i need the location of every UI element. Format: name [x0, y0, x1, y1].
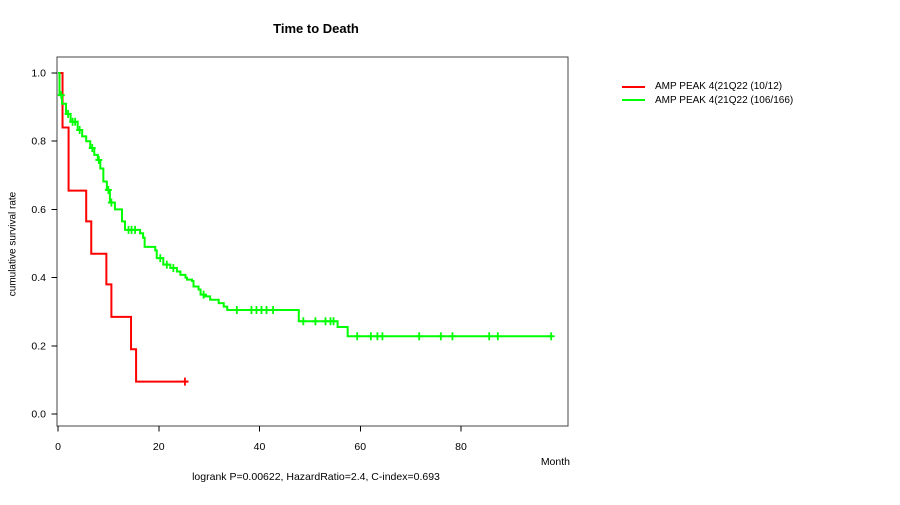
- red-survival-curve: [58, 72, 189, 383]
- y-axis-label: cumulative survival rate: [7, 191, 19, 297]
- red-line-swatch: [622, 85, 645, 88]
- chart-title: Time to Death: [273, 21, 359, 36]
- plot-box: [56, 56, 569, 427]
- y-tick-label: 0.8: [31, 136, 46, 148]
- green-survival-curve: [58, 72, 553, 338]
- x-axis-label: Month: [540, 456, 570, 468]
- legend-label-red: AMP PEAK 4(21Q22 (10/12): [655, 81, 783, 93]
- legend-label-green: AMP PEAK 4(21Q22 (106/166): [655, 94, 794, 106]
- x-tick-label: 80: [455, 441, 467, 453]
- x-tick-label: 40: [254, 441, 266, 453]
- x-tick-label: 0: [55, 441, 61, 453]
- y-tick-label: 1.0: [31, 68, 46, 80]
- x-tick-label: 60: [354, 441, 366, 453]
- y-tick-label: 0.6: [31, 204, 46, 216]
- y-tick-label: 0.4: [31, 272, 46, 284]
- legend-item-green: AMP PEAK 4(21Q22 (106/166): [622, 94, 793, 108]
- x-tick-label: 20: [153, 441, 165, 453]
- legend: AMP PEAK 4(21Q22 (10/12) AMP PEAK 4(21Q2…: [622, 80, 793, 107]
- censor-marks-red: [181, 377, 189, 386]
- y-tick-label: 0.2: [31, 340, 46, 352]
- y-tick-label: 0.0: [31, 409, 46, 421]
- stats-footer: logrank P=0.00622, HazardRatio=2.4, C-in…: [192, 471, 440, 483]
- green-line-swatch: [622, 99, 645, 102]
- legend-item-red: AMP PEAK 4(21Q22 (10/12): [622, 80, 793, 94]
- censor-marks-green: [57, 91, 555, 341]
